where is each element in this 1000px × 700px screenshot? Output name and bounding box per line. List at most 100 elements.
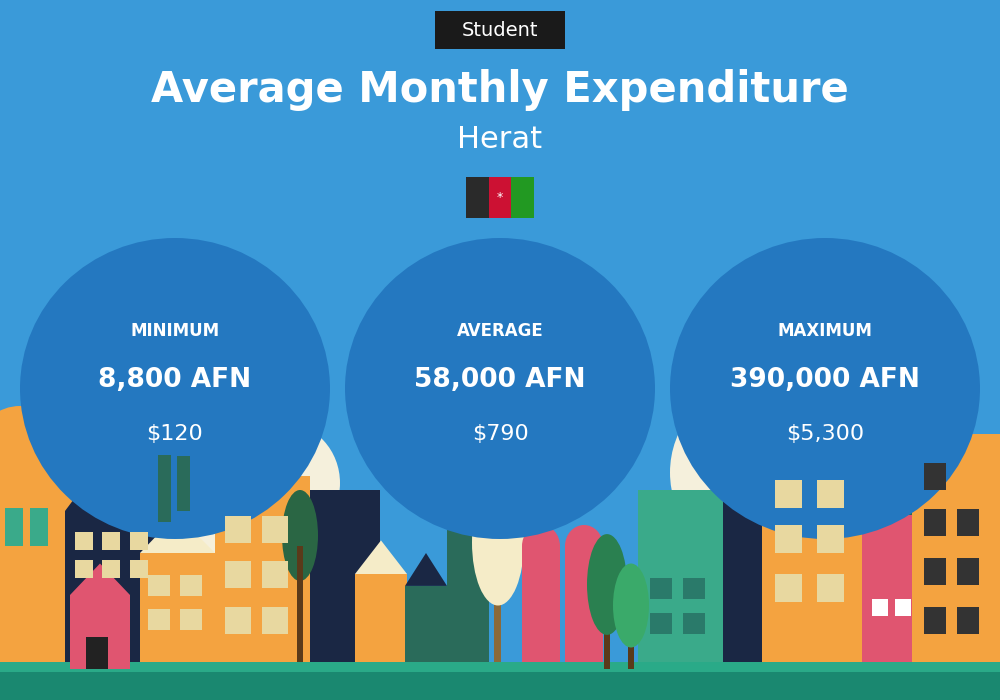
- Text: $5,300: $5,300: [786, 424, 864, 444]
- FancyBboxPatch shape: [924, 607, 946, 634]
- FancyBboxPatch shape: [565, 546, 603, 668]
- FancyBboxPatch shape: [75, 560, 93, 577]
- FancyBboxPatch shape: [447, 518, 489, 668]
- FancyBboxPatch shape: [0, 662, 1000, 672]
- Polygon shape: [355, 540, 407, 574]
- Ellipse shape: [670, 238, 980, 539]
- Ellipse shape: [522, 525, 560, 567]
- FancyBboxPatch shape: [511, 177, 534, 218]
- Ellipse shape: [345, 238, 655, 539]
- Text: AVERAGE: AVERAGE: [457, 322, 543, 340]
- FancyBboxPatch shape: [435, 11, 565, 49]
- FancyBboxPatch shape: [775, 480, 802, 508]
- Ellipse shape: [140, 406, 290, 567]
- Polygon shape: [70, 564, 130, 595]
- FancyBboxPatch shape: [5, 508, 23, 546]
- Text: Average Monthly Expenditure: Average Monthly Expenditure: [151, 69, 849, 111]
- FancyBboxPatch shape: [297, 546, 303, 668]
- FancyBboxPatch shape: [225, 516, 251, 542]
- Ellipse shape: [190, 406, 320, 539]
- Text: 58,000 AFN: 58,000 AFN: [414, 367, 586, 393]
- FancyBboxPatch shape: [0, 668, 1000, 700]
- FancyBboxPatch shape: [650, 578, 672, 598]
- FancyBboxPatch shape: [817, 480, 844, 508]
- Text: *: *: [497, 191, 503, 204]
- FancyBboxPatch shape: [862, 514, 917, 668]
- FancyBboxPatch shape: [489, 177, 511, 218]
- FancyBboxPatch shape: [75, 532, 93, 550]
- Ellipse shape: [472, 480, 524, 606]
- FancyBboxPatch shape: [718, 452, 773, 668]
- FancyBboxPatch shape: [872, 598, 888, 616]
- FancyBboxPatch shape: [180, 575, 202, 596]
- FancyBboxPatch shape: [957, 509, 979, 536]
- FancyBboxPatch shape: [30, 508, 48, 546]
- Ellipse shape: [0, 406, 60, 476]
- Polygon shape: [65, 448, 160, 511]
- FancyBboxPatch shape: [912, 434, 1000, 668]
- FancyBboxPatch shape: [262, 607, 288, 634]
- Polygon shape: [405, 553, 447, 586]
- FancyBboxPatch shape: [924, 558, 946, 584]
- FancyBboxPatch shape: [130, 560, 148, 577]
- FancyBboxPatch shape: [355, 574, 407, 668]
- FancyBboxPatch shape: [86, 637, 108, 668]
- FancyBboxPatch shape: [0, 462, 75, 668]
- Text: Student: Student: [462, 20, 538, 40]
- Ellipse shape: [587, 534, 627, 635]
- FancyBboxPatch shape: [177, 456, 190, 511]
- FancyBboxPatch shape: [180, 609, 202, 630]
- Text: $120: $120: [147, 424, 203, 444]
- FancyBboxPatch shape: [957, 607, 979, 634]
- FancyBboxPatch shape: [872, 458, 914, 668]
- FancyBboxPatch shape: [924, 463, 946, 490]
- Polygon shape: [140, 514, 215, 553]
- FancyBboxPatch shape: [215, 476, 310, 668]
- FancyBboxPatch shape: [102, 532, 120, 550]
- FancyBboxPatch shape: [650, 612, 672, 634]
- Ellipse shape: [670, 389, 820, 556]
- Ellipse shape: [735, 448, 845, 525]
- FancyBboxPatch shape: [262, 516, 288, 542]
- Ellipse shape: [282, 490, 318, 581]
- Ellipse shape: [230, 424, 340, 542]
- FancyBboxPatch shape: [262, 561, 288, 588]
- FancyBboxPatch shape: [102, 560, 120, 577]
- Text: MAXIMUM: MAXIMUM: [778, 322, 872, 340]
- Text: MINIMUM: MINIMUM: [130, 322, 220, 340]
- FancyBboxPatch shape: [775, 525, 802, 553]
- FancyBboxPatch shape: [494, 567, 501, 668]
- FancyBboxPatch shape: [522, 546, 560, 668]
- FancyBboxPatch shape: [405, 586, 447, 668]
- Text: 8,800 AFN: 8,800 AFN: [98, 367, 252, 393]
- Ellipse shape: [613, 564, 649, 648]
- FancyBboxPatch shape: [305, 490, 380, 668]
- Text: Herat: Herat: [457, 125, 543, 155]
- FancyBboxPatch shape: [762, 427, 867, 668]
- Text: 390,000 AFN: 390,000 AFN: [730, 367, 920, 393]
- Ellipse shape: [565, 525, 603, 567]
- FancyBboxPatch shape: [683, 578, 705, 598]
- FancyBboxPatch shape: [148, 609, 170, 630]
- FancyBboxPatch shape: [65, 511, 160, 668]
- FancyBboxPatch shape: [140, 553, 215, 668]
- FancyBboxPatch shape: [957, 558, 979, 584]
- FancyBboxPatch shape: [817, 525, 844, 553]
- Text: $790: $790: [472, 424, 528, 444]
- FancyBboxPatch shape: [604, 595, 610, 668]
- FancyBboxPatch shape: [683, 612, 705, 634]
- FancyBboxPatch shape: [225, 561, 251, 588]
- FancyBboxPatch shape: [158, 455, 171, 522]
- Ellipse shape: [720, 420, 850, 560]
- FancyBboxPatch shape: [895, 598, 911, 616]
- FancyBboxPatch shape: [638, 490, 723, 668]
- FancyBboxPatch shape: [775, 574, 802, 602]
- FancyBboxPatch shape: [148, 575, 170, 596]
- Ellipse shape: [20, 238, 330, 539]
- FancyBboxPatch shape: [466, 177, 489, 218]
- FancyBboxPatch shape: [225, 607, 251, 634]
- FancyBboxPatch shape: [817, 574, 844, 602]
- FancyBboxPatch shape: [70, 595, 130, 668]
- FancyBboxPatch shape: [130, 532, 148, 550]
- FancyBboxPatch shape: [628, 609, 634, 668]
